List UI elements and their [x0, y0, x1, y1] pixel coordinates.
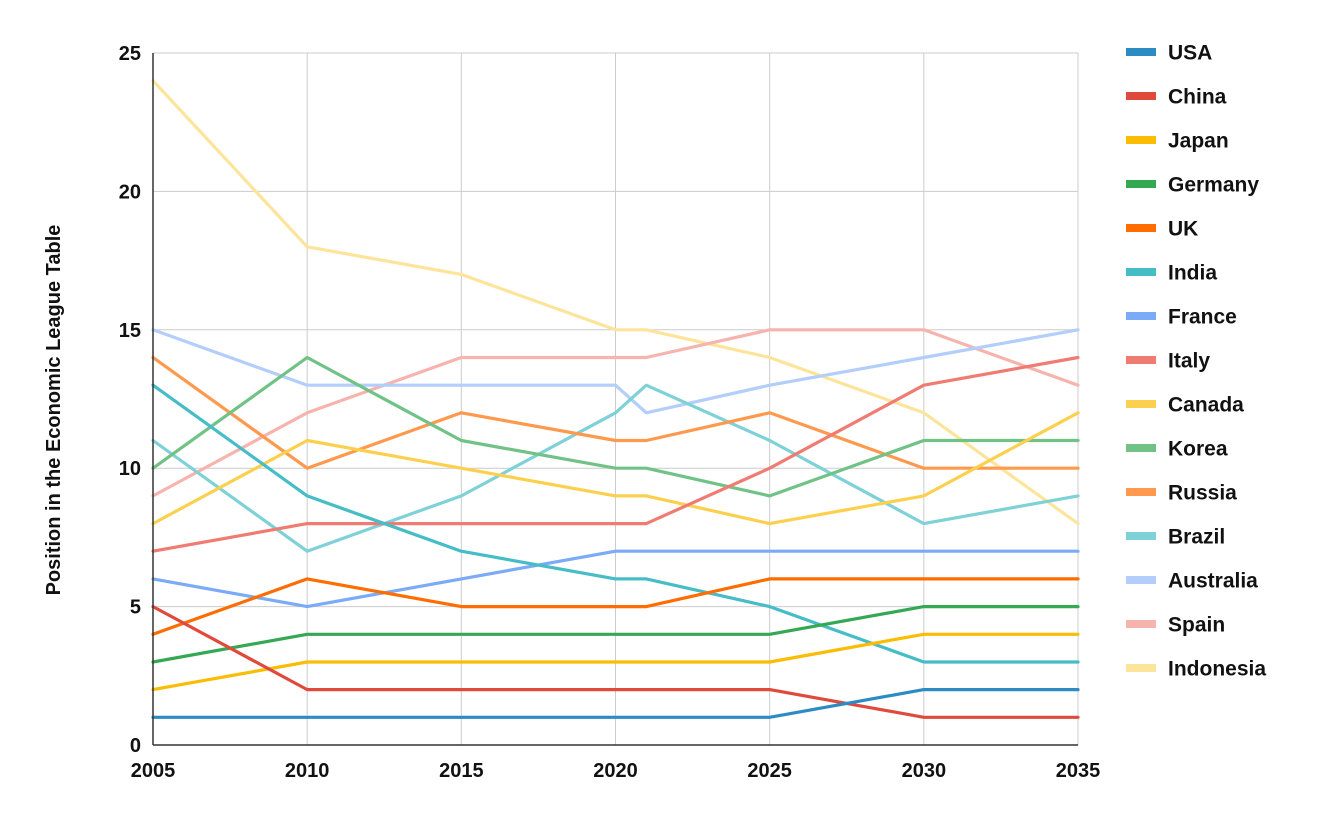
legend-swatch-france — [1126, 312, 1156, 320]
series-line-spain — [151, 328, 1080, 498]
legend-swatch-india — [1126, 268, 1156, 276]
legend: USA China Japan Germany UK India France Italy Ca… — [1126, 42, 1266, 681]
series-line-india — [151, 383, 1080, 664]
legend-label-australia: Australia — [1168, 570, 1258, 593]
series-line-italy — [151, 355, 1080, 553]
legend-swatch-spain — [1126, 620, 1156, 628]
legend-label-india: India — [1168, 262, 1217, 285]
series-line-france — [151, 549, 1080, 609]
series-line-korea — [151, 355, 1080, 498]
y-tick-label: 0 — [130, 735, 141, 757]
legend-swatch-germany — [1126, 180, 1156, 188]
legend-swatch-italy — [1126, 356, 1156, 364]
series-line-indonesia — [151, 79, 1080, 526]
grid — [152, 52, 1079, 746]
series-line-usa — [151, 687, 1080, 719]
legend-label-uk: UK — [1168, 218, 1198, 241]
y-tick-label: 10 — [119, 458, 141, 480]
legend-swatch-china — [1126, 92, 1156, 100]
legend-label-china: China — [1168, 86, 1227, 109]
legend-label-canada: Canada — [1168, 394, 1244, 417]
x-tick-label: 2025 — [747, 760, 792, 782]
series-line-china — [151, 604, 1080, 719]
legend-label-usa: USA — [1168, 42, 1212, 65]
legend-label-japan: Japan — [1168, 130, 1229, 153]
series-line-germany — [151, 604, 1080, 664]
y-tick-label: 20 — [119, 181, 141, 203]
y-axis-title: Position in the Economic League Table — [43, 225, 65, 596]
x-tick-label: 2010 — [285, 760, 330, 782]
x-tick-label: 2005 — [131, 760, 176, 782]
series-line-russia — [151, 355, 1080, 470]
legend-swatch-usa — [1126, 48, 1156, 56]
legend-swatch-brazil — [1126, 532, 1156, 540]
series-line-canada — [151, 411, 1080, 526]
legend-label-indonesia: Indonesia — [1168, 658, 1266, 681]
legend-label-france: France — [1168, 306, 1237, 329]
legend-swatch-uk — [1126, 224, 1156, 232]
y-tick-label: 5 — [130, 597, 141, 619]
legend-label-germany: Germany — [1168, 174, 1259, 197]
legend-swatch-canada — [1126, 400, 1156, 408]
legend-label-brazil: Brazil — [1168, 526, 1225, 549]
legend-label-russia: Russia — [1168, 482, 1237, 505]
y-tick-label: 15 — [119, 320, 141, 342]
legend-swatch-indonesia — [1126, 664, 1156, 672]
x-tick-label: 2020 — [593, 760, 638, 782]
legend-label-korea: Korea — [1168, 438, 1228, 461]
legend-swatch-korea — [1126, 444, 1156, 452]
series-lines — [151, 79, 1080, 719]
legend-swatch-australia — [1126, 576, 1156, 584]
series-line-brazil — [151, 383, 1080, 553]
legend-label-spain: Spain — [1168, 614, 1225, 637]
legend-swatch-russia — [1126, 488, 1156, 496]
legend-label-italy: Italy — [1168, 350, 1210, 373]
x-tick-label: 2030 — [902, 760, 947, 782]
y-tick-label: 25 — [119, 43, 141, 65]
x-tick-label: 2015 — [439, 760, 484, 782]
series-line-japan — [151, 632, 1080, 692]
series-line-uk — [151, 577, 1080, 636]
x-tick-label: 2035 — [1056, 760, 1101, 782]
legend-swatch-japan — [1126, 136, 1156, 144]
